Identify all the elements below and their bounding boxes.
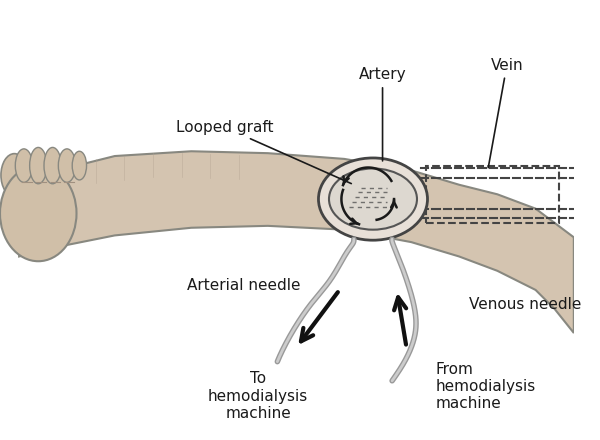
Ellipse shape: [58, 149, 76, 182]
Ellipse shape: [329, 169, 417, 230]
Text: From
hemodialysis
machine: From hemodialysis machine: [435, 362, 535, 411]
Ellipse shape: [72, 151, 86, 180]
Bar: [425, 165, 559, 223]
Ellipse shape: [1, 154, 28, 197]
Ellipse shape: [29, 147, 47, 184]
Text: To
hemodialysis
machine: To hemodialysis machine: [208, 371, 308, 421]
Ellipse shape: [16, 149, 32, 182]
Text: Artery: Artery: [359, 67, 406, 161]
Ellipse shape: [0, 165, 77, 261]
Polygon shape: [19, 151, 574, 333]
Text: Arterial needle: Arterial needle: [187, 278, 301, 293]
Ellipse shape: [44, 147, 61, 184]
Ellipse shape: [319, 158, 427, 240]
Text: Looped graft: Looped graft: [176, 120, 352, 183]
Text: Venous needle: Venous needle: [469, 297, 581, 312]
Text: Vein: Vein: [488, 58, 523, 168]
